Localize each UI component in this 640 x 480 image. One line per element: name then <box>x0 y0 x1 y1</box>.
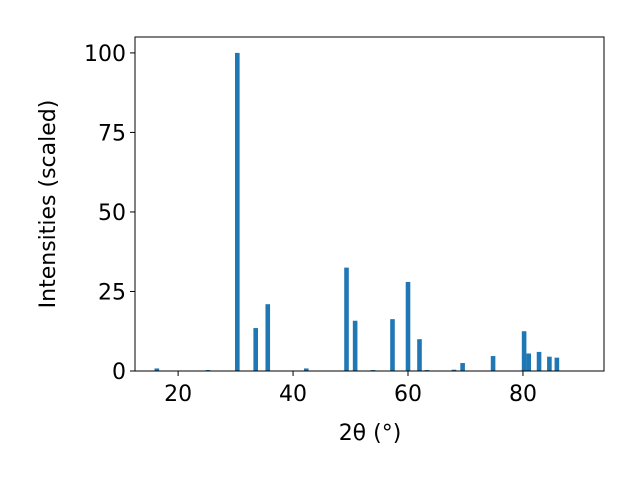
bar <box>303 368 309 371</box>
plot-frame <box>134 36 605 372</box>
bar <box>390 319 395 371</box>
bar <box>352 320 358 371</box>
bar <box>526 353 532 371</box>
bar <box>554 357 560 371</box>
y-axis-label: Intensities (scaled) <box>36 100 61 309</box>
bar <box>154 368 160 371</box>
x-axis-label: 2θ (°) <box>339 421 402 446</box>
bar <box>265 304 271 371</box>
bar <box>253 328 258 371</box>
bar <box>451 369 457 371</box>
y-tick-label: 0 <box>112 360 126 385</box>
bar <box>460 363 465 371</box>
bar <box>490 356 496 371</box>
bar <box>344 267 349 371</box>
bar <box>547 356 552 371</box>
bar <box>405 281 411 371</box>
x-tick-label: 60 <box>394 382 422 407</box>
bar <box>417 339 422 371</box>
bar <box>235 52 240 372</box>
x-tick-label: 20 <box>164 382 192 407</box>
y-tick-label: 25 <box>98 280 126 305</box>
y-tick-label: 50 <box>98 201 126 226</box>
x-tick-label: 80 <box>509 382 537 407</box>
y-tick-label: 75 <box>98 121 126 146</box>
bar <box>536 351 542 371</box>
x-tick-label: 40 <box>279 382 307 407</box>
bar <box>521 331 527 371</box>
y-tick-label: 100 <box>84 42 126 67</box>
